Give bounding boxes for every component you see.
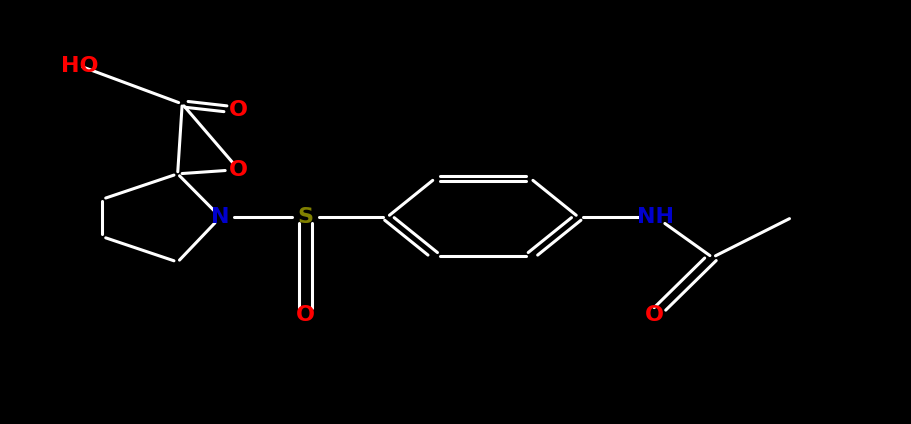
Text: O: O xyxy=(230,159,248,180)
Text: S: S xyxy=(297,207,313,227)
Text: O: O xyxy=(230,100,248,120)
Text: HO: HO xyxy=(61,56,98,76)
Text: N: N xyxy=(211,207,230,227)
Text: NH: NH xyxy=(638,207,674,227)
Text: O: O xyxy=(296,304,314,325)
Text: O: O xyxy=(645,304,663,325)
